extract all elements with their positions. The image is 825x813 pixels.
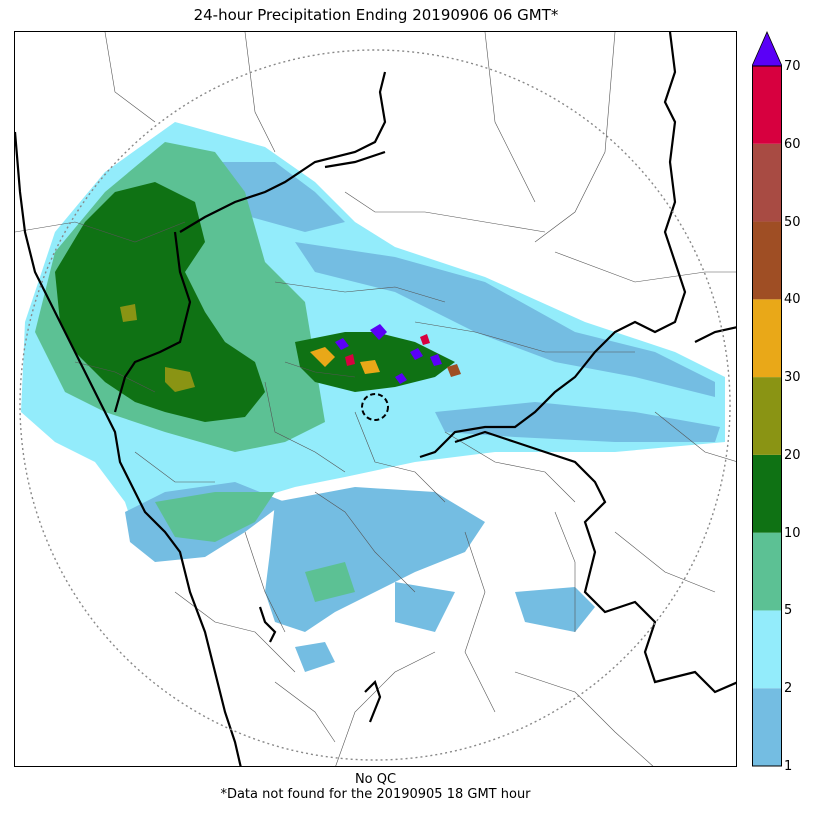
precip-region-30-40 — [310, 347, 335, 367]
precip-region-70-plus-d — [395, 373, 407, 384]
missing-data-note: *Data not found for the 20190905 18 GMT … — [220, 787, 531, 802]
state-boundaries — [15, 32, 736, 766]
radar-map — [14, 31, 737, 767]
colorbar-segment — [752, 688, 782, 766]
colorbar-border — [752, 65, 782, 767]
precip-region-south-3 — [395, 582, 455, 632]
precip-region-band-1 — [295, 242, 715, 397]
colorbar-tick-label: 60 — [784, 136, 801, 152]
colorbar-tick-label: 70 — [784, 59, 801, 74]
colorbar-tick-label: 1 — [784, 759, 793, 774]
precip-region-70-plus-e — [430, 354, 442, 366]
map-title: 24-hour Precipitation Ending 20190906 06… — [193, 6, 559, 24]
precip-region-70-plus-b — [335, 338, 349, 350]
precip-region-10-20 — [55, 182, 265, 422]
colorbar-tick-label: 5 — [784, 603, 793, 619]
precip-region-5-10-south-2 — [305, 562, 355, 602]
colorbar-tick-label: 10 — [784, 525, 801, 541]
colorbar-segment — [752, 221, 782, 300]
precip-region-south-2 — [265, 487, 485, 632]
colorbar-extend-arrow — [752, 31, 782, 67]
colorbar-tick-label: 50 — [784, 214, 801, 230]
precip-region-20-30-b — [120, 304, 137, 322]
colorbar-segment — [752, 377, 782, 455]
colorbar-segment — [752, 299, 782, 378]
precip-region-5-10-south — [155, 492, 275, 542]
radar-range-ring — [19, 49, 731, 761]
precip-region-band-2 — [435, 402, 720, 442]
precip-region-south-5 — [295, 642, 335, 672]
precip-region-70-plus — [370, 324, 387, 340]
precip-region-60-70-b — [420, 334, 430, 345]
precip-region-60-70 — [345, 354, 355, 366]
colorbar-tick-label: 40 — [784, 292, 801, 308]
precip-region-south-4 — [515, 587, 595, 632]
precip-region-20-30 — [165, 367, 195, 392]
colorbar-segment — [752, 143, 782, 222]
colorbar-tick-label: 2 — [784, 681, 793, 697]
colorbar-tick-label: 30 — [784, 370, 801, 386]
district-boundaries — [15, 32, 736, 766]
colorbar-segment — [752, 610, 782, 689]
radar-site-marker — [361, 393, 389, 421]
colorbar-segment — [752, 66, 782, 144]
precip-colorbar — [752, 31, 782, 767]
colorbar-tick-label: 20 — [784, 447, 801, 463]
precip-region-30-40-b — [360, 360, 380, 374]
qc-note: No QC — [354, 772, 397, 787]
colorbar-segment — [752, 532, 782, 611]
precip-region-70-plus-c — [410, 348, 423, 360]
colorbar-segment — [752, 454, 782, 533]
precip-region-40-50 — [447, 364, 461, 377]
